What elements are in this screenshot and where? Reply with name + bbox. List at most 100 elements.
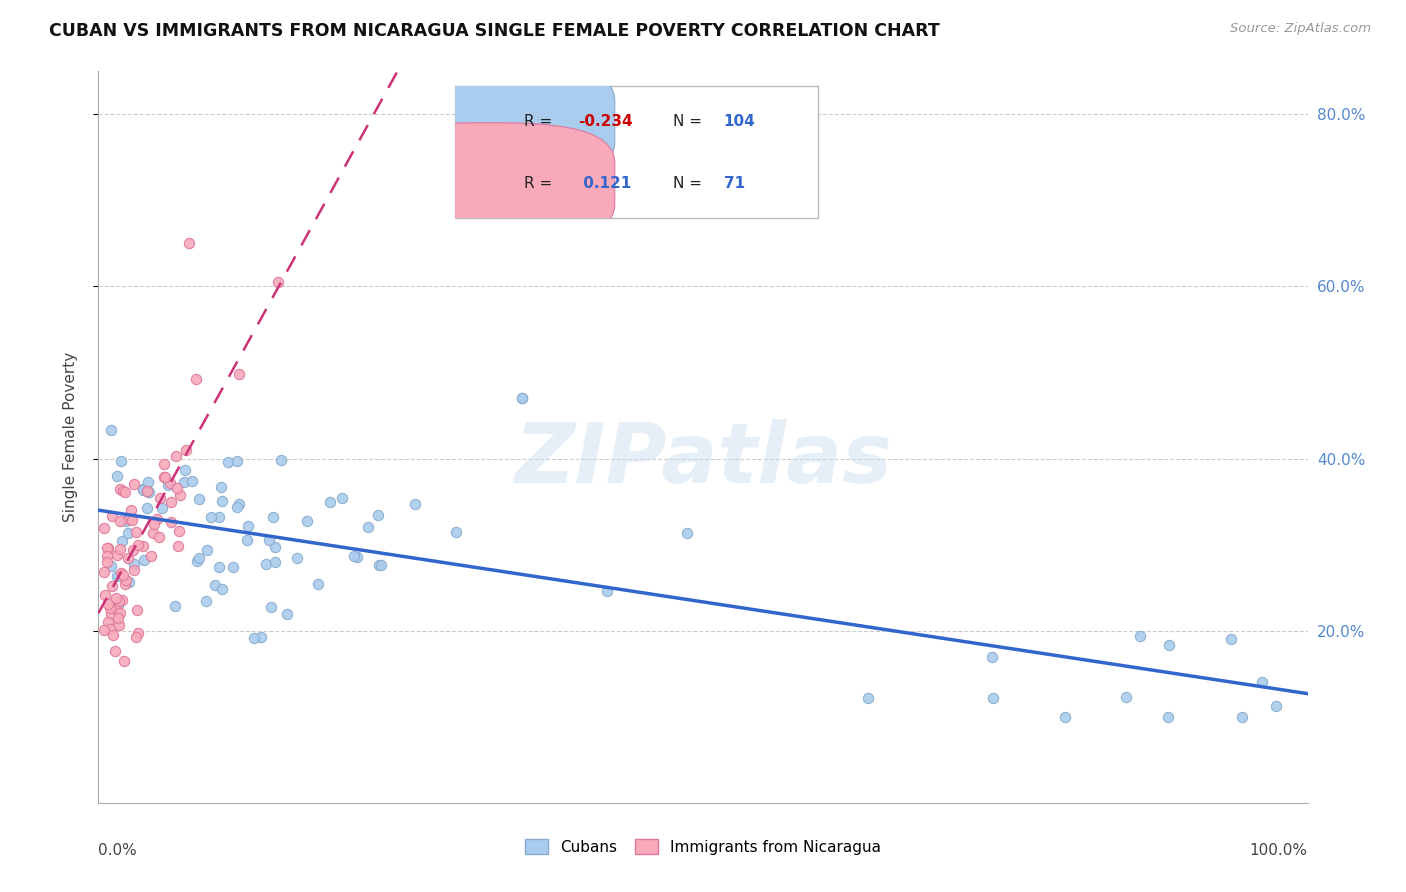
Point — [110, 566, 132, 581]
Point — [136, 500, 159, 515]
Point — [228, 496, 250, 510]
Point — [132, 482, 155, 496]
Point — [596, 583, 619, 598]
Point — [139, 549, 162, 563]
Point — [236, 533, 259, 548]
Point — [981, 649, 1004, 664]
Y-axis label: Single Female Poverty: Single Female Poverty — [63, 352, 77, 522]
Point — [108, 607, 131, 621]
Point — [148, 530, 170, 544]
Point — [169, 524, 191, 538]
Point — [115, 514, 138, 528]
Point — [143, 517, 166, 532]
Point — [858, 690, 880, 705]
Point — [270, 453, 292, 467]
Point — [1054, 710, 1077, 724]
Point — [181, 474, 204, 488]
Point — [149, 491, 172, 506]
Point — [93, 521, 115, 535]
Point — [97, 541, 120, 556]
Point — [217, 455, 239, 469]
Point — [136, 484, 159, 499]
Point — [125, 630, 148, 644]
Point — [127, 538, 149, 552]
Point — [179, 236, 201, 251]
Point — [204, 578, 226, 592]
Point — [285, 550, 308, 565]
Point — [1129, 629, 1152, 643]
Point — [108, 542, 131, 557]
Point — [1232, 710, 1254, 724]
Point — [117, 551, 139, 566]
Point — [1115, 690, 1137, 704]
Point — [254, 557, 277, 571]
Point — [93, 588, 115, 602]
Point — [242, 631, 264, 645]
Point — [367, 558, 389, 572]
Point — [184, 372, 207, 386]
Point — [260, 600, 283, 615]
Point — [1220, 632, 1243, 647]
Text: 0.0%: 0.0% — [98, 843, 138, 858]
Point — [132, 483, 155, 497]
Point — [100, 579, 122, 593]
Point — [264, 540, 287, 554]
Point — [122, 557, 145, 571]
Point — [209, 480, 232, 494]
Point — [152, 470, 174, 484]
Point — [346, 549, 368, 564]
Point — [165, 450, 187, 464]
Point — [405, 497, 427, 511]
Point — [510, 392, 533, 406]
Point — [267, 275, 290, 289]
Point — [1265, 698, 1288, 713]
Point — [134, 552, 156, 566]
Point — [100, 607, 122, 622]
Point — [222, 560, 245, 574]
Point — [107, 611, 129, 625]
Point — [96, 541, 118, 555]
Point — [195, 543, 218, 558]
Point — [157, 477, 180, 491]
Point — [249, 630, 271, 644]
Point — [297, 514, 319, 528]
Point — [194, 594, 217, 608]
Point — [122, 543, 145, 558]
Point — [259, 533, 281, 547]
Point — [169, 488, 191, 502]
Point — [159, 475, 181, 490]
Point — [108, 514, 131, 528]
Point — [159, 495, 181, 509]
Point — [160, 515, 183, 529]
Point — [112, 483, 135, 498]
Point — [110, 454, 132, 468]
Point — [444, 525, 467, 540]
Point — [112, 568, 135, 582]
Point — [367, 508, 389, 522]
Point — [117, 574, 139, 589]
Point — [108, 482, 131, 496]
Point — [93, 623, 115, 637]
Point — [125, 603, 148, 617]
Point — [107, 598, 129, 612]
Point — [97, 615, 120, 629]
Point — [200, 510, 222, 524]
Point — [114, 577, 136, 591]
Point — [100, 509, 122, 524]
Point — [166, 481, 188, 495]
Point — [167, 539, 190, 553]
Point — [104, 602, 127, 616]
Point — [98, 622, 121, 636]
Legend: Cubans, Immigrants from Nicaragua: Cubans, Immigrants from Nicaragua — [519, 833, 887, 861]
Point — [226, 454, 249, 468]
Point — [142, 525, 165, 540]
Point — [319, 495, 342, 509]
Point — [676, 525, 699, 540]
Point — [510, 392, 533, 406]
Point — [105, 548, 128, 562]
Point — [124, 477, 146, 491]
Point — [98, 600, 121, 615]
Point — [188, 551, 211, 566]
Point — [357, 520, 380, 534]
Point — [163, 599, 186, 613]
